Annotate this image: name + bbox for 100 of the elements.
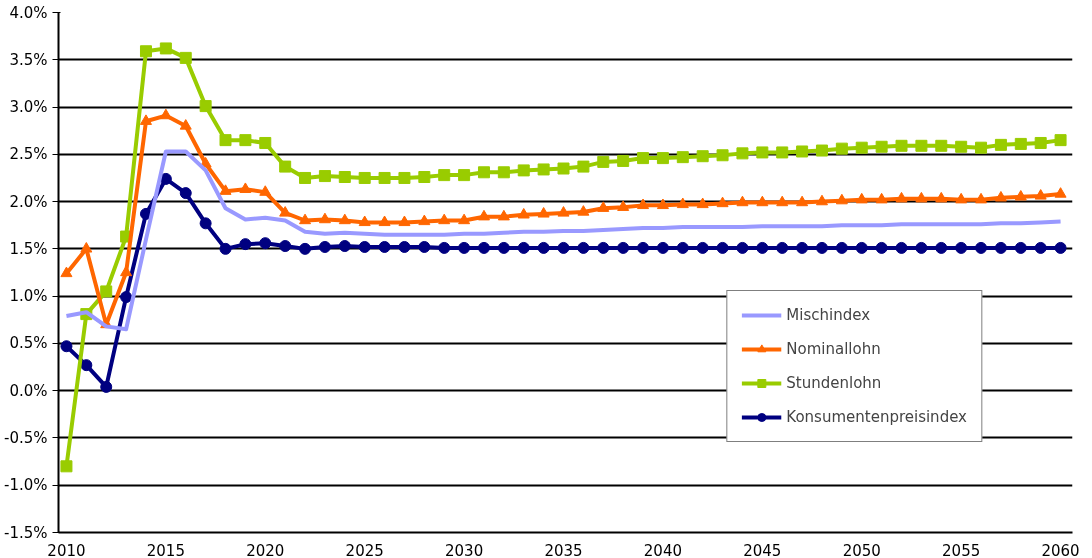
point bbox=[637, 241, 650, 254]
point bbox=[696, 150, 709, 163]
x-tick-label: 2055 bbox=[942, 541, 981, 558]
point bbox=[338, 171, 351, 184]
y-tick-label: 4.0% bbox=[9, 3, 48, 22]
point bbox=[338, 240, 351, 253]
x-tick-label: 2040 bbox=[643, 541, 683, 558]
y-tick-label: -1.5% bbox=[3, 523, 48, 542]
line-series bbox=[64, 149, 1063, 332]
x-tick-label: 2030 bbox=[445, 541, 484, 558]
point bbox=[458, 241, 471, 254]
x-tick-label: 2020 bbox=[246, 541, 285, 558]
point bbox=[736, 147, 749, 160]
y-tick-label: 0.0% bbox=[9, 381, 48, 400]
point bbox=[199, 217, 212, 230]
x-tick-label: 2035 bbox=[544, 541, 583, 558]
point bbox=[855, 241, 868, 254]
point bbox=[895, 139, 908, 152]
point bbox=[975, 192, 988, 204]
point bbox=[577, 241, 590, 254]
point bbox=[1034, 136, 1047, 149]
y-tick-label: 0.5% bbox=[9, 334, 48, 353]
point bbox=[895, 191, 908, 203]
point bbox=[477, 166, 490, 179]
point bbox=[80, 359, 93, 372]
point bbox=[139, 207, 152, 220]
point bbox=[617, 154, 630, 167]
point bbox=[637, 198, 650, 210]
point bbox=[815, 194, 828, 206]
point bbox=[776, 241, 789, 254]
y-tick-label: 3.0% bbox=[9, 98, 48, 117]
point bbox=[875, 241, 888, 254]
x-tick-label: 2010 bbox=[47, 541, 86, 558]
point bbox=[935, 241, 948, 254]
point bbox=[418, 171, 431, 184]
point bbox=[1054, 134, 1067, 147]
point bbox=[299, 242, 312, 255]
point bbox=[259, 136, 272, 149]
point bbox=[60, 340, 73, 353]
point bbox=[497, 166, 510, 179]
point bbox=[756, 195, 769, 207]
point bbox=[318, 212, 331, 224]
point bbox=[279, 240, 292, 253]
point bbox=[895, 241, 908, 254]
point bbox=[259, 237, 272, 250]
point bbox=[796, 145, 809, 158]
point bbox=[975, 241, 988, 254]
point bbox=[398, 171, 411, 184]
point bbox=[378, 240, 391, 253]
point bbox=[656, 198, 669, 210]
y-tick-label: -0.5% bbox=[3, 428, 48, 447]
point bbox=[915, 191, 928, 203]
point bbox=[955, 241, 968, 254]
point bbox=[100, 380, 113, 393]
point bbox=[835, 241, 848, 254]
point bbox=[676, 241, 689, 254]
point bbox=[239, 134, 252, 147]
point bbox=[855, 141, 868, 154]
point bbox=[517, 241, 530, 254]
point bbox=[139, 45, 152, 58]
point bbox=[438, 169, 451, 182]
point bbox=[398, 215, 411, 227]
point bbox=[279, 160, 292, 173]
point bbox=[935, 139, 948, 152]
point bbox=[1014, 137, 1027, 150]
point bbox=[577, 205, 590, 216]
point bbox=[716, 196, 729, 208]
point bbox=[656, 152, 669, 165]
point bbox=[955, 140, 968, 153]
point bbox=[239, 238, 252, 251]
point bbox=[537, 241, 550, 254]
y-tick-label: 2.5% bbox=[9, 145, 48, 164]
point bbox=[776, 146, 789, 159]
x-tick-label: 2015 bbox=[146, 541, 185, 558]
point bbox=[796, 241, 809, 254]
point bbox=[1034, 241, 1047, 254]
point bbox=[378, 171, 391, 184]
point bbox=[358, 171, 371, 184]
point bbox=[577, 160, 590, 173]
point bbox=[875, 140, 888, 153]
point bbox=[120, 291, 133, 304]
point bbox=[975, 141, 988, 154]
point bbox=[955, 192, 968, 204]
point bbox=[60, 266, 73, 278]
point bbox=[776, 195, 789, 207]
point bbox=[537, 207, 550, 218]
point bbox=[1054, 187, 1067, 198]
point bbox=[597, 241, 610, 254]
point bbox=[617, 241, 630, 254]
point bbox=[179, 51, 192, 64]
point bbox=[537, 163, 550, 176]
point bbox=[179, 119, 192, 130]
point bbox=[756, 146, 769, 159]
y-tick-label: 1.0% bbox=[9, 287, 48, 306]
point bbox=[477, 209, 490, 221]
point bbox=[358, 240, 371, 253]
point bbox=[597, 201, 610, 212]
y-tick-label: 2.0% bbox=[9, 192, 48, 211]
point bbox=[60, 460, 73, 473]
point bbox=[637, 152, 650, 165]
